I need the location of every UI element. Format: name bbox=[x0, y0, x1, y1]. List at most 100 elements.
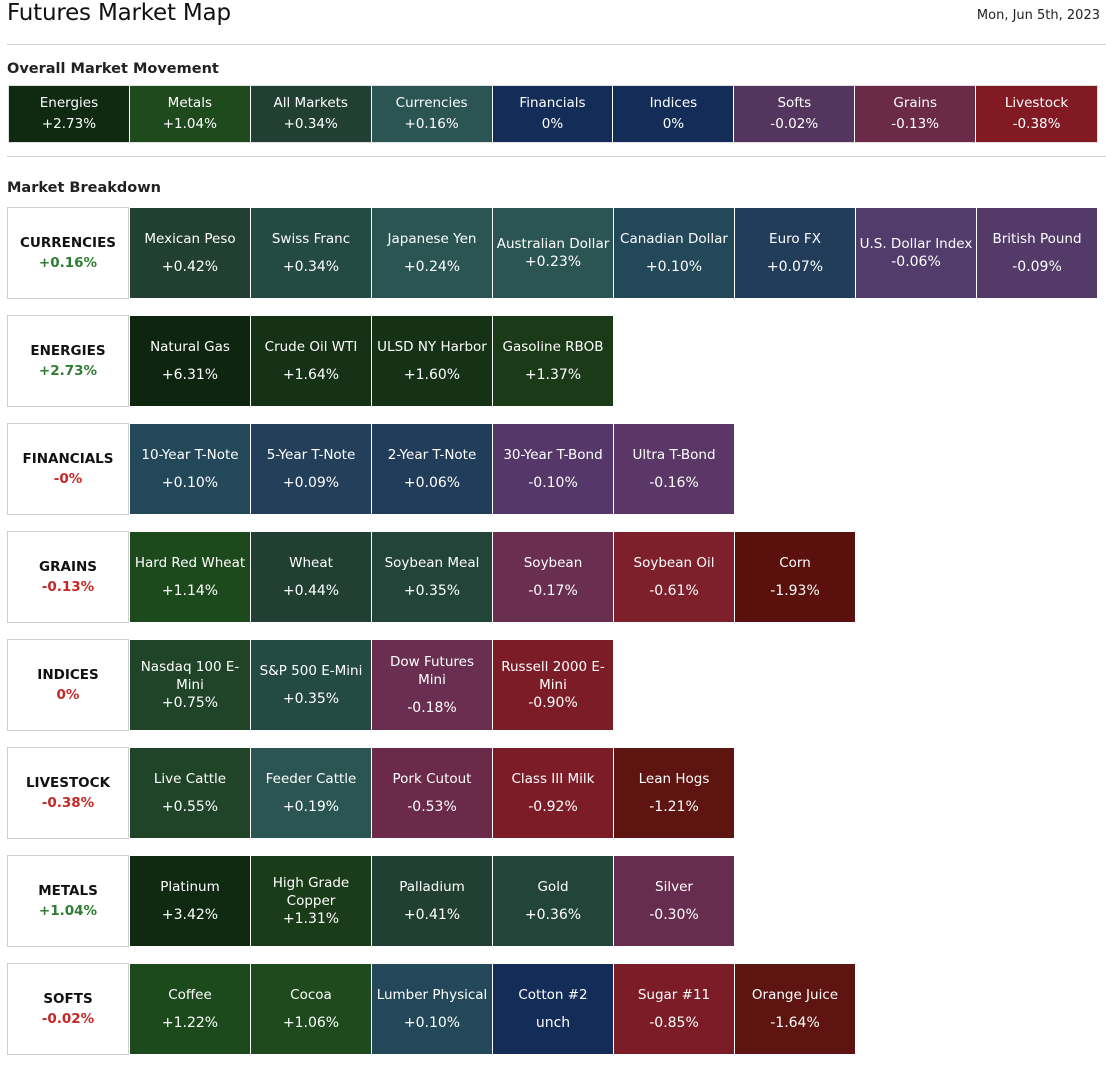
group-label-metals[interactable]: METALS +1.04% bbox=[7, 855, 129, 947]
overall-tile-grains[interactable]: Grains -0.13% bbox=[855, 86, 977, 142]
market-change: +0.44% bbox=[282, 583, 340, 599]
market-tile-palladium[interactable]: Palladium +0.41% bbox=[371, 856, 492, 946]
overall-tile-financials[interactable]: Financials 0% bbox=[492, 86, 614, 142]
market-tile-soybean-meal[interactable]: Soybean Meal +0.35% bbox=[371, 532, 492, 622]
market-tile-british-pound[interactable]: British Pound -0.09% bbox=[976, 208, 1097, 298]
overall-market-bar: Energies +2.73% Metals +1.04% All Markets +0.… bbox=[8, 85, 1098, 143]
market-change: +0.06% bbox=[403, 475, 461, 491]
overall-tile-change: 0% bbox=[541, 116, 564, 132]
market-tile-10-year-t-note[interactable]: 10-Year T-Note +0.10% bbox=[129, 424, 250, 514]
market-name: Japanese Yen bbox=[387, 231, 477, 247]
overall-tile-name: Financials bbox=[519, 95, 586, 111]
group-label-grains[interactable]: GRAINS -0.13% bbox=[7, 531, 129, 623]
market-tile-platinum[interactable]: Platinum +3.42% bbox=[129, 856, 250, 946]
market-tile-s-p-500-e-mini[interactable]: S&P 500 E-Mini +0.35% bbox=[250, 640, 371, 730]
market-tile-u-s-dollar-index[interactable]: U.S. Dollar Index -0.06% bbox=[855, 208, 976, 298]
market-tile-5-year-t-note[interactable]: 5-Year T-Note +0.09% bbox=[250, 424, 371, 514]
market-change: -0.85% bbox=[649, 1015, 699, 1031]
group-change: +2.73% bbox=[38, 363, 98, 379]
market-tile-cocoa[interactable]: Cocoa +1.06% bbox=[250, 964, 371, 1054]
market-name: High Grade Copper bbox=[272, 875, 350, 909]
market-change: +1.37% bbox=[524, 367, 582, 383]
market-name: Ultra T-Bond bbox=[632, 447, 716, 463]
market-tile-corn[interactable]: Corn -1.93% bbox=[734, 532, 855, 622]
market-tile-nasdaq-100-e-mini[interactable]: Nasdaq 100 E-Mini +0.75% bbox=[129, 640, 250, 730]
market-tile-mexican-peso[interactable]: Mexican Peso +0.42% bbox=[129, 208, 250, 298]
market-change: +1.06% bbox=[282, 1015, 340, 1031]
market-change: unch bbox=[535, 1015, 571, 1031]
group-change: +1.04% bbox=[38, 903, 98, 919]
market-name: ULSD NY Harbor bbox=[377, 339, 487, 355]
overall-tile-softs[interactable]: Softs -0.02% bbox=[734, 86, 856, 142]
market-tile-orange-juice[interactable]: Orange Juice -1.64% bbox=[734, 964, 855, 1054]
overall-tile-name: Livestock bbox=[1004, 95, 1069, 111]
market-tile-wheat[interactable]: Wheat +0.44% bbox=[250, 532, 371, 622]
market-tile-coffee[interactable]: Coffee +1.22% bbox=[129, 964, 250, 1054]
group-row-currencies: CURRENCIES +0.16% Mexican Peso +0.42% Swiss … bbox=[7, 207, 1097, 299]
overall-tile-metals[interactable]: Metals +1.04% bbox=[129, 86, 251, 142]
market-change: +1.22% bbox=[161, 1015, 219, 1031]
market-tile-lean-hogs[interactable]: Lean Hogs -1.21% bbox=[613, 748, 734, 838]
overall-tile-indices[interactable]: Indices 0% bbox=[613, 86, 735, 142]
market-change: -0.53% bbox=[407, 799, 457, 815]
market-tile-natural-gas[interactable]: Natural Gas +6.31% bbox=[129, 316, 250, 406]
market-name: Live Cattle bbox=[153, 771, 227, 787]
market-change: -0.30% bbox=[649, 907, 699, 923]
market-change: -1.93% bbox=[770, 583, 820, 599]
market-tile-2-year-t-note[interactable]: 2-Year T-Note +0.06% bbox=[371, 424, 492, 514]
overall-tile-currencies[interactable]: Currencies +0.16% bbox=[371, 86, 493, 142]
overall-tile-name: Metals bbox=[167, 95, 212, 111]
group-name: SOFTS bbox=[43, 991, 93, 1007]
market-tile-30-year-t-bond[interactable]: 30-Year T-Bond -0.10% bbox=[492, 424, 613, 514]
market-tile-swiss-franc[interactable]: Swiss Franc +0.34% bbox=[250, 208, 371, 298]
group-label-livestock[interactable]: LIVESTOCK -0.38% bbox=[7, 747, 129, 839]
market-tile-hard-red-wheat[interactable]: Hard Red Wheat +1.14% bbox=[129, 532, 250, 622]
market-name: Silver bbox=[655, 879, 693, 895]
market-name: Pork Cutout bbox=[392, 771, 472, 787]
market-name: 5-Year T-Note bbox=[266, 447, 356, 463]
market-change: +0.10% bbox=[645, 259, 703, 275]
market-tile-australian-dollar[interactable]: Australian Dollar +0.23% bbox=[492, 208, 613, 298]
market-change: -0.17% bbox=[528, 583, 578, 599]
overall-tile-livestock[interactable]: Livestock -0.38% bbox=[976, 86, 1098, 142]
market-tile-soybean[interactable]: Soybean -0.17% bbox=[492, 532, 613, 622]
market-tile-silver[interactable]: Silver -0.30% bbox=[613, 856, 734, 946]
market-tile-russell-2000-e-mini[interactable]: Russell 2000 E-Mini -0.90% bbox=[492, 640, 613, 730]
market-tile-high-grade-copper[interactable]: High Grade Copper +1.31% bbox=[250, 856, 371, 946]
market-tile-lumber-physical[interactable]: Lumber Physical +0.10% bbox=[371, 964, 492, 1054]
market-tile-class-iii-milk[interactable]: Class III Milk -0.92% bbox=[492, 748, 613, 838]
group-row-softs: SOFTS -0.02% Coffee +1.22% Cocoa +1.06% Lumber… bbox=[7, 963, 855, 1055]
market-tile-soybean-oil[interactable]: Soybean Oil -0.61% bbox=[613, 532, 734, 622]
market-change: +0.09% bbox=[282, 475, 340, 491]
market-name: Australian Dollar bbox=[496, 236, 610, 252]
divider bbox=[7, 156, 1106, 157]
market-tile-pork-cutout[interactable]: Pork Cutout -0.53% bbox=[371, 748, 492, 838]
group-label-indices[interactable]: INDICES 0% bbox=[7, 639, 129, 731]
overall-tile-change: -0.02% bbox=[770, 116, 819, 132]
market-tile-gasoline-rbob[interactable]: Gasoline RBOB +1.37% bbox=[492, 316, 613, 406]
market-tile-crude-oil-wti[interactable]: Crude Oil WTI +1.64% bbox=[250, 316, 371, 406]
market-tile-gold[interactable]: Gold +0.36% bbox=[492, 856, 613, 946]
market-tile-dow-futures-mini[interactable]: Dow Futures Mini -0.18% bbox=[371, 640, 492, 730]
overall-tile-all-markets[interactable]: All Markets +0.34% bbox=[250, 86, 372, 142]
market-tile-euro-fx[interactable]: Euro FX +0.07% bbox=[734, 208, 855, 298]
group-name: INDICES bbox=[37, 667, 99, 683]
market-change: -1.21% bbox=[649, 799, 699, 815]
market-tile-ultra-t-bond[interactable]: Ultra T-Bond -0.16% bbox=[613, 424, 734, 514]
market-tile-sugar-11[interactable]: Sugar #11 -0.85% bbox=[613, 964, 734, 1054]
overall-tile-energies[interactable]: Energies +2.73% bbox=[9, 86, 130, 142]
market-tile-live-cattle[interactable]: Live Cattle +0.55% bbox=[129, 748, 250, 838]
market-tile-cotton-2[interactable]: Cotton #2 unch bbox=[492, 964, 613, 1054]
market-name: Euro FX bbox=[769, 231, 821, 247]
group-label-financials[interactable]: FINANCIALS -0% bbox=[7, 423, 129, 515]
market-name: British Pound bbox=[992, 231, 1082, 247]
market-tile-ulsd-ny-harbor[interactable]: ULSD NY Harbor +1.60% bbox=[371, 316, 492, 406]
group-label-softs[interactable]: SOFTS -0.02% bbox=[7, 963, 129, 1055]
group-name: ENERGIES bbox=[30, 343, 106, 359]
group-label-energies[interactable]: ENERGIES +2.73% bbox=[7, 315, 129, 407]
market-tile-feeder-cattle[interactable]: Feeder Cattle +0.19% bbox=[250, 748, 371, 838]
group-label-currencies[interactable]: CURRENCIES +0.16% bbox=[7, 207, 129, 299]
market-tile-canadian-dollar[interactable]: Canadian Dollar +0.10% bbox=[613, 208, 734, 298]
market-tile-japanese-yen[interactable]: Japanese Yen +0.24% bbox=[371, 208, 492, 298]
market-change: +0.41% bbox=[403, 907, 461, 923]
